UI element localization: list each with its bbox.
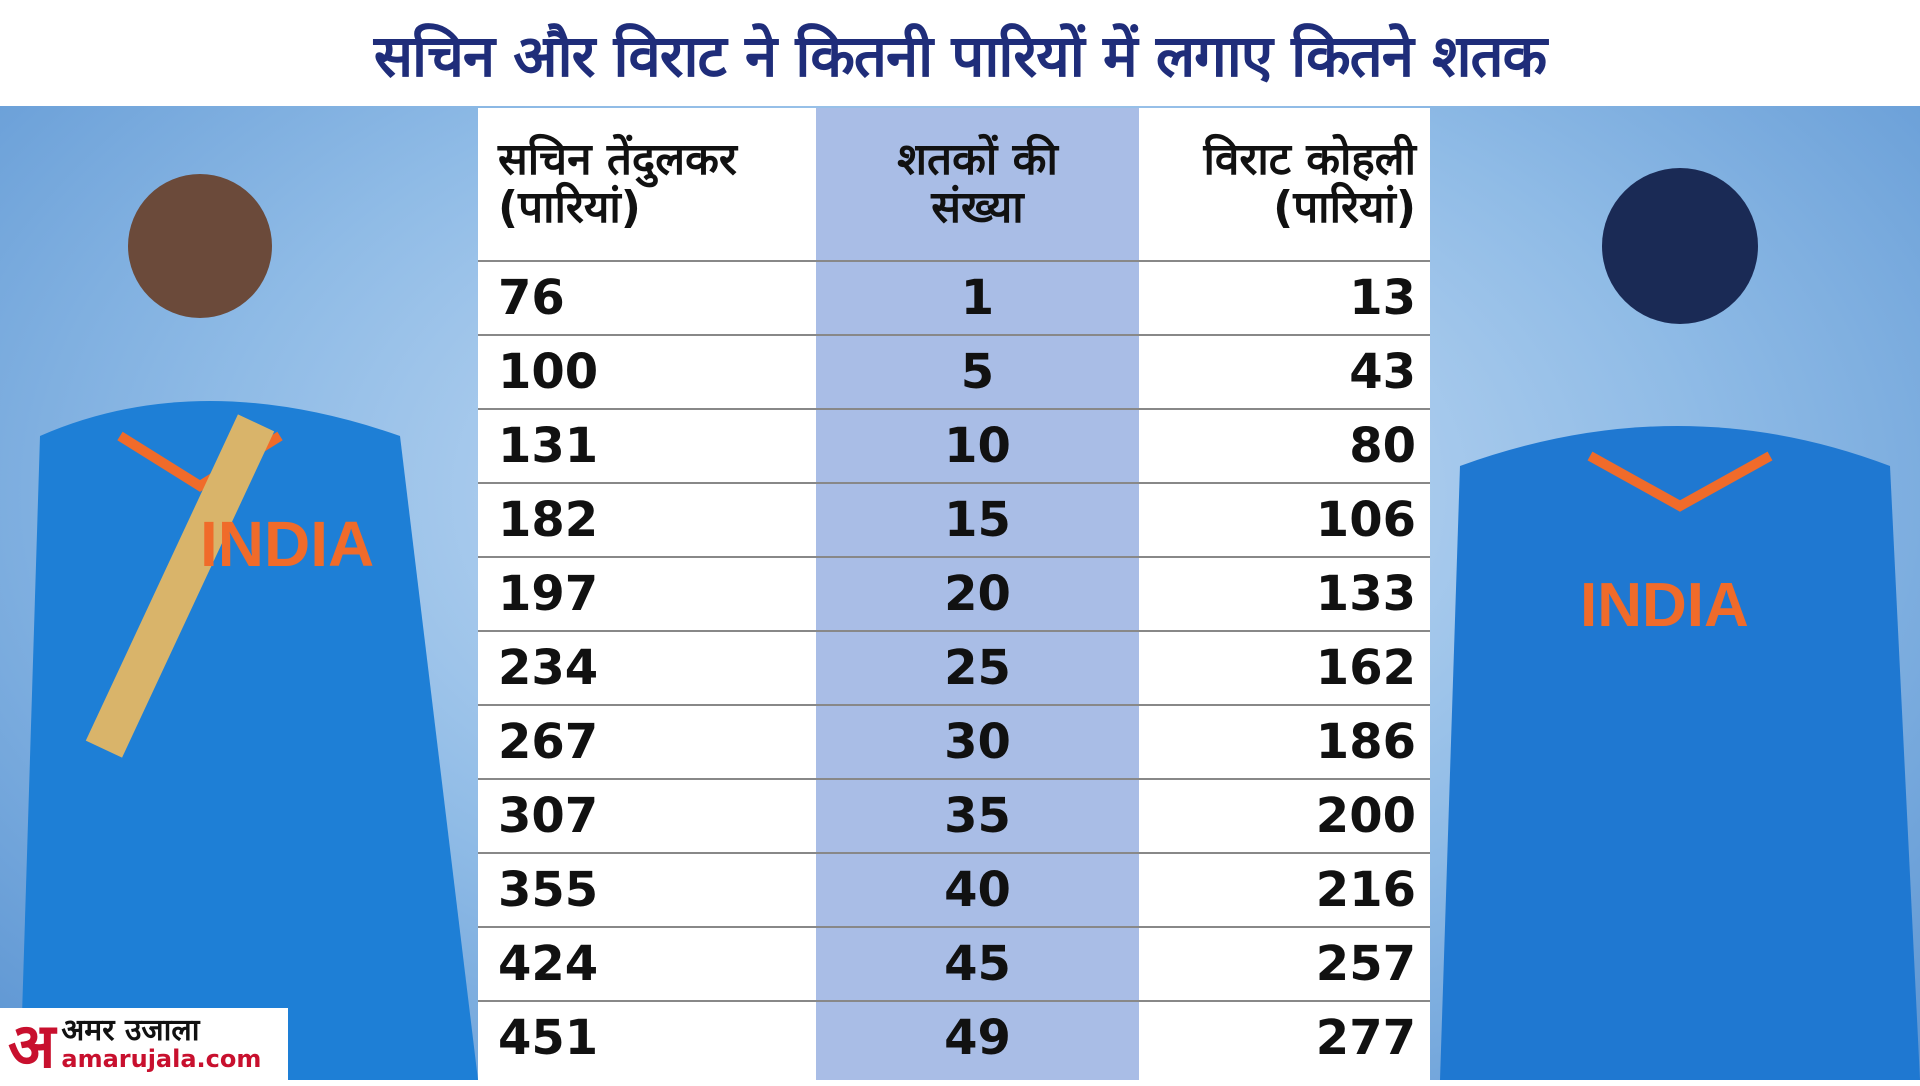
table-cell: 197 — [478, 556, 816, 629]
table-cell: 133 — [1139, 556, 1430, 629]
table-cell: 15 — [816, 482, 1139, 555]
table-cell: 267 — [478, 704, 816, 777]
column-header: विराट कोहली (पारियां) — [1139, 108, 1430, 260]
table-cell: 10 — [816, 408, 1139, 481]
player-left: INDIA — [20, 174, 478, 1080]
svg-text:INDIA: INDIA — [200, 508, 374, 580]
table-cell: 1 — [816, 260, 1139, 333]
table-cell: 13 — [1139, 260, 1430, 333]
table-cell: 216 — [1139, 852, 1430, 925]
table-cell: 35 — [816, 778, 1139, 851]
table-cell: 20 — [816, 556, 1139, 629]
table-cell: 5 — [816, 334, 1139, 407]
table-cell: 307 — [478, 778, 816, 851]
header-line: संख्या — [931, 182, 1024, 233]
column-header: शतकों की संख्या — [816, 108, 1139, 260]
table-cell: 257 — [1139, 926, 1430, 999]
table-cell: 234 — [478, 630, 816, 703]
player-right: INDIA — [1440, 168, 1920, 1080]
table-cell: 182 — [478, 482, 816, 555]
table-cell: 80 — [1139, 408, 1430, 481]
table-cell: 40 — [816, 852, 1139, 925]
table-cell: 277 — [1139, 1000, 1430, 1073]
table-cell: 49 — [816, 1000, 1139, 1073]
svg-text:INDIA: INDIA — [1580, 571, 1749, 640]
logo-name: अमर उजाला — [61, 1012, 200, 1048]
table-cell: 43 — [1139, 334, 1430, 407]
header-line: शतकों की — [897, 133, 1058, 185]
table-cell: 186 — [1139, 704, 1430, 777]
table-cell: 200 — [1139, 778, 1430, 851]
column-header: सचिन तेंदुलकर (पारियां) — [478, 108, 816, 260]
table-cell: 30 — [816, 704, 1139, 777]
table-cell: 355 — [478, 852, 816, 925]
logo: अ अमर उजाला amarujala.com — [0, 1008, 288, 1082]
table-cell: 131 — [478, 408, 816, 481]
column-background — [816, 108, 1139, 1080]
header-line: सचिन तेंदुलकर — [498, 133, 737, 185]
header-line: (पारियां) — [498, 182, 641, 233]
table-cell: 451 — [478, 1000, 816, 1073]
column-background — [478, 108, 816, 1080]
logo-letter: अ — [8, 1009, 56, 1082]
table-cell: 100 — [478, 334, 816, 407]
title-bar: सचिन और विराट ने कितनी पारियों में लगाए … — [0, 0, 1920, 106]
table-cell: 25 — [816, 630, 1139, 703]
header-line: विराट कोहली — [1203, 133, 1416, 185]
table-cell: 45 — [816, 926, 1139, 999]
table-cell: 162 — [1139, 630, 1430, 703]
table-cell: 106 — [1139, 482, 1430, 555]
logo-url: amarujala.com — [61, 1044, 262, 1073]
column-background — [1139, 108, 1430, 1080]
title: सचिन और विराट ने कितनी पारियों में लगाए … — [373, 21, 1547, 90]
table: सचिन तेंदुलकर (पारियां) शतकों की संख्या विरा… — [478, 108, 1430, 1080]
header-line: (पारियां) — [1273, 182, 1416, 233]
table-cell: 76 — [478, 260, 816, 333]
table-cell: 424 — [478, 926, 816, 999]
